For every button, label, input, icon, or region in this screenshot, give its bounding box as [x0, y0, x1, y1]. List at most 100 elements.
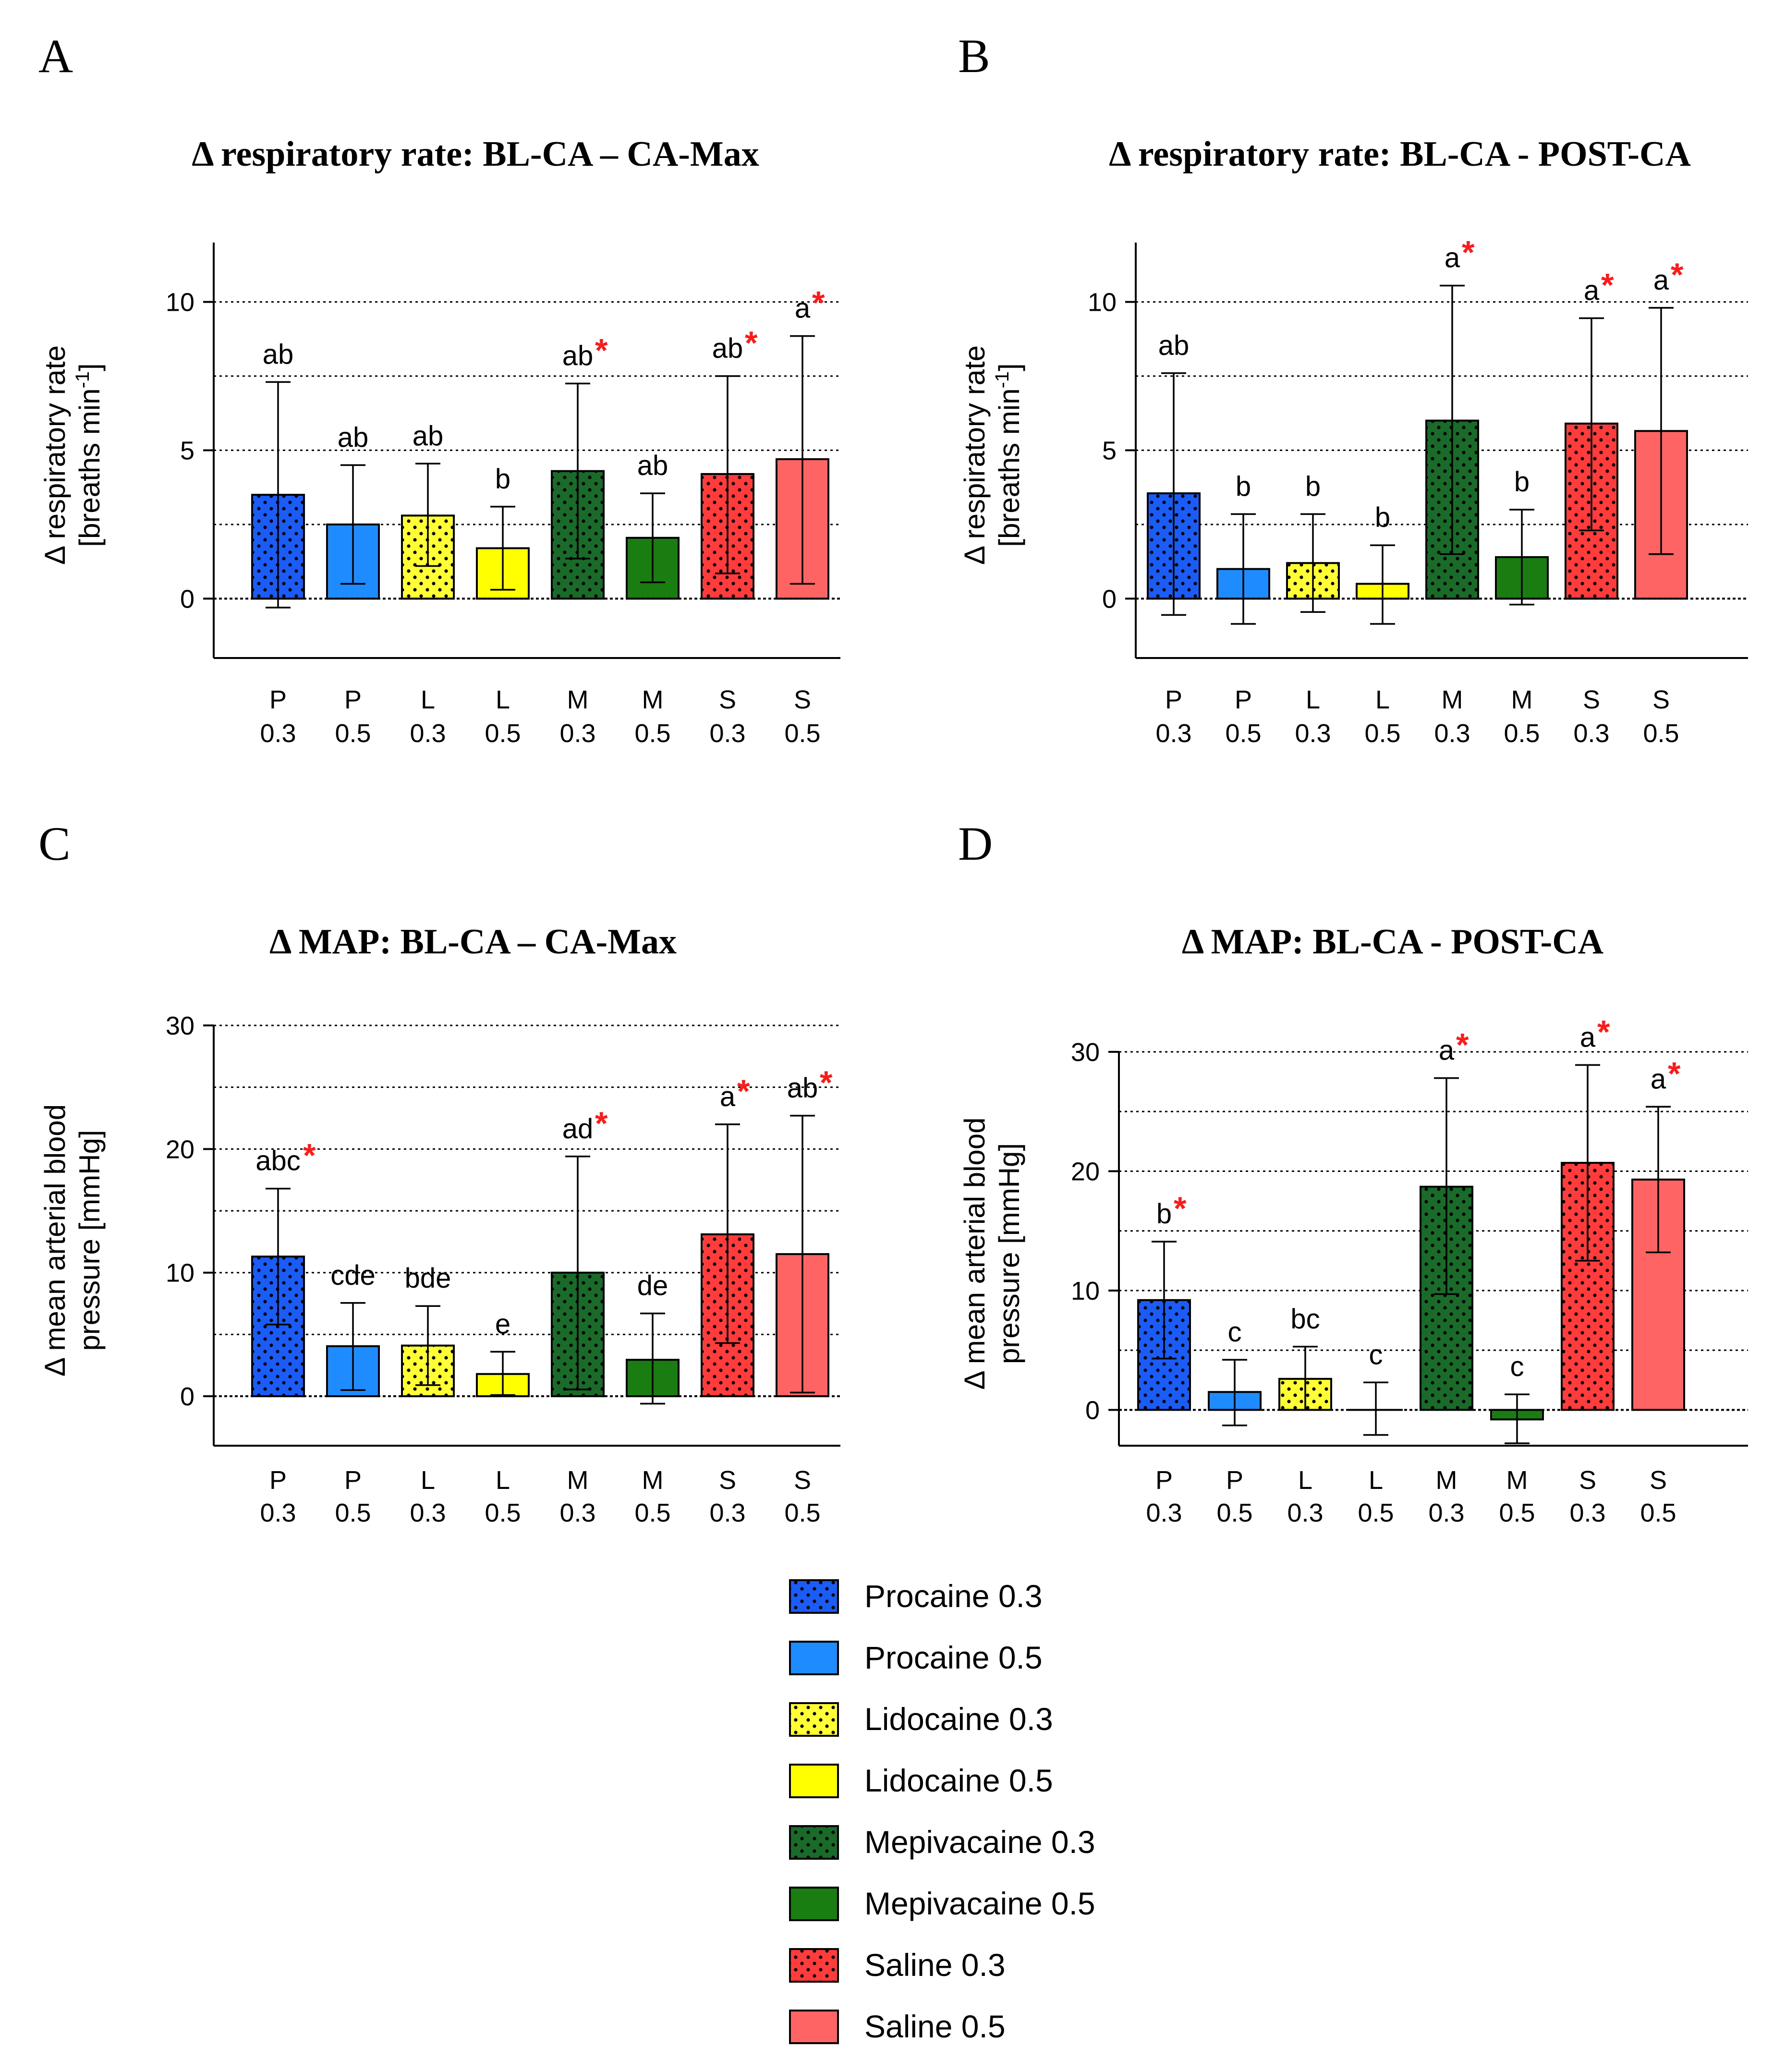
significance-label: ab: [263, 339, 294, 370]
category-sublabel: 0.3: [559, 719, 595, 748]
legend-swatch: [789, 1887, 839, 1921]
y-tick-label: 5: [1102, 437, 1117, 465]
category-label: L: [1306, 685, 1320, 714]
y-axis-title-end: ]: [73, 363, 106, 371]
significance-label: b: [495, 463, 510, 495]
y-axis-title: Δ mean arterial bloodpressure [mmHg]: [959, 1117, 1025, 1389]
y-axis-title-sup: -1: [72, 371, 93, 389]
legend-item: Lidocaine 0.5: [789, 1763, 1053, 1798]
chart-panel-d: D Δ MAP: BL-CA - POST-CA 0 10 20 30 Δ mean art…: [958, 817, 1748, 1527]
significance-label: a: [1651, 1063, 1666, 1095]
panel-letter: D: [958, 817, 993, 870]
significance-label: b: [1375, 502, 1390, 533]
y-axis-title-line2: pressure [mmHg]: [73, 1130, 106, 1351]
chart-title: Δ respiratory rate: BL-CA – CA-Max: [192, 134, 759, 174]
category-label: P: [344, 1466, 362, 1495]
category-sublabel: 0.5: [784, 719, 820, 748]
category-sublabel: 0.3: [410, 1499, 446, 1527]
legend-item: Procaine 0.3: [789, 1578, 1043, 1614]
category-label: P: [1226, 1466, 1243, 1495]
significance-star: *: [595, 332, 608, 368]
category-sublabel: 0.5: [1225, 719, 1261, 748]
y-axis-title-line2: pressure [mmHg]: [993, 1143, 1025, 1364]
category-label: M: [642, 1466, 664, 1495]
y-tick-label: 10: [1071, 1277, 1100, 1305]
significance-star: *: [1671, 256, 1684, 293]
y-tick-label: 0: [180, 1382, 194, 1411]
y-axis-title-line2: [breaths min: [993, 389, 1025, 547]
significance-star: *: [1601, 267, 1614, 304]
category-sublabel: 0.3: [1428, 1499, 1464, 1527]
category-label: P: [1235, 685, 1252, 714]
category-label: P: [269, 1466, 287, 1495]
significance-label: ab: [1158, 330, 1190, 361]
significance-label: de: [637, 1270, 668, 1302]
legend-swatch: [789, 1825, 839, 1860]
category-label: M: [567, 1466, 589, 1495]
category-sublabel: 0.3: [559, 1499, 595, 1527]
y-axis-title-line1: Δ respiratory rate: [959, 345, 991, 565]
legend-label: Mepivacaine 0.3: [864, 1824, 1095, 1860]
y-axis-title-line1: Δ mean arterial blood: [39, 1104, 71, 1377]
significance-label: b: [1305, 471, 1321, 502]
significance-label: e: [495, 1308, 510, 1340]
y-tick-label: 10: [166, 288, 194, 317]
significance-label: ab: [562, 340, 594, 371]
significance-star: *: [303, 1137, 316, 1174]
significance-label: bde: [405, 1263, 451, 1294]
y-tick-label: 0: [1102, 585, 1117, 613]
significance-label: ab: [637, 450, 668, 481]
category-sublabel: 0.3: [1569, 1499, 1605, 1527]
legend-label: Mepivacaine 0.5: [864, 1886, 1095, 1921]
y-axis-title-line1: Δ mean arterial blood: [959, 1117, 991, 1389]
category-sublabel: 0.5: [634, 719, 670, 748]
category-sublabel: 0.5: [335, 1499, 371, 1527]
panel-letter: C: [38, 817, 71, 870]
legend-label: Lidocaine 0.3: [864, 1701, 1053, 1737]
chart-panel-c: C Δ MAP: BL-CA – CA-Max 0 10 20 30 Δ mean arte…: [38, 817, 840, 1527]
category-label: S: [719, 685, 736, 714]
significance-label: ab: [712, 333, 743, 364]
category-sublabel: 0.3: [709, 1499, 745, 1527]
category-sublabel: 0.5: [335, 719, 371, 748]
category-label: S: [1652, 685, 1670, 714]
significance-star: *: [1456, 1027, 1469, 1063]
legend-item: Lidocaine 0.3: [789, 1701, 1053, 1737]
y-axis-title-line1: Δ respiratory rate: [39, 345, 71, 565]
category-sublabel: 0.3: [1573, 719, 1609, 748]
legend-swatch: [789, 1702, 839, 1737]
y-tick-label: 5: [180, 437, 194, 465]
category-label: P: [269, 685, 287, 714]
significance-star: *: [812, 285, 825, 321]
y-tick-label: 0: [180, 585, 194, 613]
category-sublabel: 0.3: [709, 719, 745, 748]
category-label: L: [1375, 685, 1390, 714]
category-label: S: [1583, 685, 1600, 714]
significance-label: b: [1236, 471, 1251, 502]
chart-panel-a: A Δ respiratory rate: BL-CA – CA-Max 0 5 10 Δ…: [38, 29, 840, 748]
category-label: M: [1436, 1466, 1457, 1495]
y-tick-label: 10: [1088, 288, 1117, 317]
category-sublabel: 0.3: [1146, 1499, 1182, 1527]
legend-swatch: [789, 1579, 839, 1614]
significance-label: c: [1369, 1339, 1383, 1370]
significance-label: cde: [330, 1260, 376, 1291]
y-axis-title-end: ]: [993, 363, 1025, 371]
category-label: L: [421, 685, 435, 714]
category-sublabel: 0.5: [1216, 1499, 1252, 1527]
category-label: P: [1165, 685, 1182, 714]
y-tick-label: 0: [1085, 1396, 1100, 1425]
significance-label: ab: [787, 1073, 818, 1104]
significance-star: *: [1174, 1190, 1187, 1227]
significance-star: *: [820, 1064, 833, 1101]
category-sublabel: 0.5: [1499, 1499, 1535, 1527]
significance-label: c: [1510, 1351, 1524, 1382]
significance-label: a: [1580, 1022, 1596, 1053]
significance-star: *: [1668, 1055, 1681, 1092]
significance-label: bc: [1290, 1304, 1320, 1335]
significance-label: b: [1514, 466, 1530, 498]
significance-label: ab: [413, 420, 444, 451]
y-axis-title-sup: -1: [992, 371, 1013, 389]
significance-star: *: [1597, 1013, 1610, 1050]
legend-label: Procaine 0.5: [864, 1640, 1043, 1675]
